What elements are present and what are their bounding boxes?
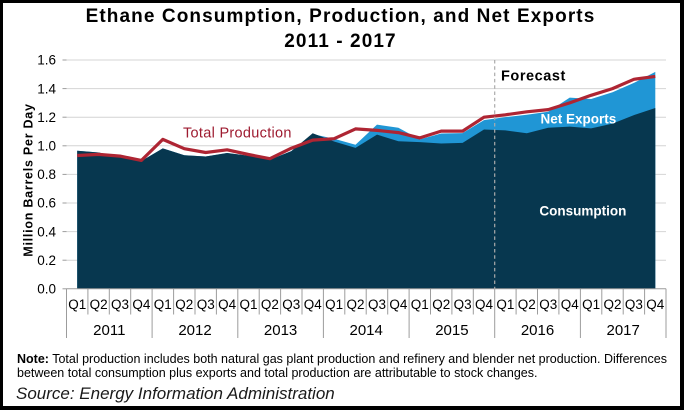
- svg-text:Consumption: Consumption: [539, 204, 626, 219]
- svg-text:Q2: Q2: [346, 297, 364, 312]
- svg-text:Q4: Q4: [561, 297, 580, 312]
- svg-text:Q3: Q3: [282, 297, 300, 312]
- svg-text:Million Barrels Per Day: Million Barrels Per Day: [22, 103, 36, 256]
- svg-text:Q2: Q2: [261, 297, 279, 312]
- svg-text:1.0: 1.0: [37, 139, 56, 154]
- svg-text:Q3: Q3: [625, 297, 643, 312]
- svg-text:0.6: 0.6: [37, 196, 56, 211]
- svg-text:Q4: Q4: [475, 297, 494, 312]
- svg-text:0.0: 0.0: [37, 282, 56, 297]
- svg-text:2012: 2012: [178, 322, 211, 339]
- svg-text:Q1: Q1: [154, 297, 172, 312]
- svg-text:Q1: Q1: [496, 297, 514, 312]
- svg-text:Q4: Q4: [304, 297, 323, 312]
- svg-text:Net Exports: Net Exports: [541, 112, 617, 127]
- svg-text:Forecast: Forecast: [501, 69, 566, 85]
- svg-text:Q2: Q2: [603, 297, 621, 312]
- svg-text:1.6: 1.6: [37, 53, 56, 68]
- svg-text:0.2: 0.2: [37, 253, 56, 268]
- svg-text:1.4: 1.4: [37, 81, 56, 96]
- svg-text:Q2: Q2: [90, 297, 108, 312]
- svg-text:0.8: 0.8: [37, 167, 56, 182]
- svg-text:Q4: Q4: [389, 297, 408, 312]
- svg-text:Q2: Q2: [175, 297, 193, 312]
- svg-text:Q3: Q3: [539, 297, 557, 312]
- svg-text:2017: 2017: [607, 322, 640, 339]
- svg-text:Q1: Q1: [325, 297, 343, 312]
- svg-text:Total Production: Total Production: [183, 125, 292, 141]
- svg-text:Q1: Q1: [582, 297, 600, 312]
- svg-text:0.4: 0.4: [37, 224, 56, 239]
- svg-text:Q4: Q4: [218, 297, 237, 312]
- svg-text:2013: 2013: [264, 322, 297, 339]
- svg-text:Q2: Q2: [518, 297, 536, 312]
- svg-text:Q3: Q3: [454, 297, 472, 312]
- svg-text:2016: 2016: [521, 322, 554, 339]
- svg-text:Q3: Q3: [197, 297, 215, 312]
- svg-text:Q4: Q4: [646, 297, 665, 312]
- svg-text:Q3: Q3: [111, 297, 129, 312]
- svg-text:2015: 2015: [435, 322, 468, 339]
- svg-text:Q3: Q3: [368, 297, 386, 312]
- svg-text:Q1: Q1: [411, 297, 429, 312]
- svg-text:2011: 2011: [93, 322, 125, 339]
- svg-text:Q1: Q1: [68, 297, 86, 312]
- svg-text:Q4: Q4: [132, 297, 151, 312]
- svg-text:Q1: Q1: [239, 297, 257, 312]
- svg-text:1.2: 1.2: [37, 110, 56, 125]
- svg-text:Q2: Q2: [432, 297, 450, 312]
- svg-text:2014: 2014: [350, 322, 383, 339]
